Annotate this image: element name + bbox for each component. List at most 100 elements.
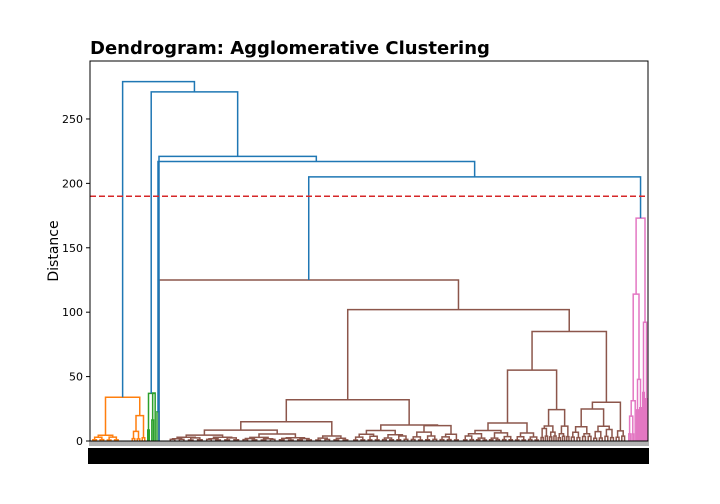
dendrogram-link <box>367 439 373 441</box>
dendrogram-link <box>570 436 575 441</box>
x-tick-labels-band <box>88 448 649 464</box>
dendrogram-link <box>519 432 535 437</box>
dendrogram-link <box>506 369 558 423</box>
dendrogram-link <box>543 425 554 433</box>
dendrogram-link <box>444 433 458 440</box>
chart-title: Dendrogram: Agglomerative Clustering <box>90 38 490 59</box>
y-axis-label: Distance <box>46 220 62 281</box>
dendrogram-link <box>636 378 642 410</box>
dendrogram-link <box>495 438 501 441</box>
plot-frame <box>89 60 649 442</box>
dendrogram-link <box>549 431 556 437</box>
dendrogram-link <box>531 330 608 403</box>
dendrogram-link <box>335 437 347 440</box>
dendrogram-link <box>360 439 366 441</box>
dendrogram-link <box>317 437 328 441</box>
dendrogram-link <box>591 401 622 431</box>
dendrogram-link <box>642 321 648 399</box>
dendrogram-link <box>558 432 565 438</box>
dendrogram-link <box>632 293 640 401</box>
dendrogram-link <box>242 438 249 441</box>
dendrogram-link <box>425 438 431 441</box>
dendrogram-link <box>635 217 646 323</box>
dendrogram-link <box>104 396 141 436</box>
dendrogram-link <box>594 430 602 439</box>
dendrogram-link <box>490 437 499 440</box>
dendrogram-link <box>135 414 145 438</box>
dendrogram-link <box>609 436 615 441</box>
dendrogram-link <box>108 436 118 441</box>
dendrogram-link <box>285 436 306 439</box>
dendrogram-link <box>616 430 624 438</box>
dendrogram-link <box>97 434 114 438</box>
dendrogram-link <box>572 431 580 438</box>
dendrogram-link <box>158 279 460 441</box>
dendrogram-link <box>488 438 494 441</box>
dendrogram-link <box>299 437 310 440</box>
y-ticks: 0 50 100 150 200 250 <box>62 113 90 448</box>
dendrogram-link <box>203 429 278 436</box>
dendrogram-link <box>278 439 285 441</box>
dendrogram-link <box>417 439 423 441</box>
dendrogram-link <box>224 439 231 441</box>
dendrogram-link <box>403 438 409 441</box>
dendrogram-link <box>642 391 645 441</box>
dendrogram-link <box>121 80 196 398</box>
y-tick-label: 50 <box>69 371 83 384</box>
dendrogram-link <box>621 435 626 441</box>
dendrogram-link <box>639 407 642 441</box>
dendrogram-link <box>171 437 183 440</box>
dendrogram-link <box>628 433 632 441</box>
dendrogram-link <box>477 437 486 441</box>
dendrogram-link <box>561 435 566 441</box>
dendrogram-link <box>113 439 119 441</box>
dendrogram-link <box>387 434 404 438</box>
dendrogram-link <box>605 428 613 438</box>
dendrogram-link <box>547 408 566 427</box>
dendrogram-link <box>251 439 258 441</box>
dendrogram-link <box>628 415 634 435</box>
dendrogram-link <box>346 308 570 400</box>
dendrogram-link <box>581 435 587 441</box>
dendrogram-link <box>196 439 203 441</box>
dendrogram-link <box>158 155 318 441</box>
dendrogram-link <box>157 160 476 412</box>
dendrogram-link <box>615 436 620 441</box>
dendrogram-link <box>99 438 105 441</box>
dendrogram-link <box>136 438 141 441</box>
dendrogram-link <box>233 438 240 441</box>
dendrogram-link <box>249 436 269 439</box>
dendrogram-link <box>604 435 609 441</box>
dendrogram-link <box>580 408 605 427</box>
dendrogram-link <box>487 422 528 433</box>
dendrogram-link <box>631 433 635 441</box>
dendrogram-link <box>645 398 648 441</box>
dendrogram-link <box>383 437 393 440</box>
dendrogram-link <box>548 436 553 441</box>
dendrogram-links <box>92 80 648 441</box>
dendrogram-link <box>374 439 380 441</box>
dendrogram-link <box>576 436 581 441</box>
dendrogram-link <box>540 436 544 441</box>
dendrogram-link <box>306 439 313 441</box>
dendrogram-link <box>132 430 140 439</box>
y-tick-label: 150 <box>62 242 83 255</box>
y-tick-label: 100 <box>62 306 83 319</box>
dendrogram-link <box>321 435 342 439</box>
dendrogram-link <box>141 437 146 441</box>
dendrogram-link <box>185 434 224 438</box>
dendrogram-link <box>560 425 569 437</box>
dendrogram-link <box>423 424 452 435</box>
y-tick-label: 0 <box>76 435 83 448</box>
dendrogram-link <box>636 409 639 441</box>
dendrogram-link <box>240 421 333 436</box>
dendrogram-link <box>566 435 570 441</box>
dendrogram-link <box>587 435 592 441</box>
y-tick-label: 250 <box>62 113 83 126</box>
dendrogram-link <box>467 433 483 439</box>
dendrogram-link <box>215 439 222 441</box>
dendrogram-link <box>150 91 239 394</box>
dendrogram-link <box>307 176 642 280</box>
dendrogram-link <box>553 435 557 441</box>
